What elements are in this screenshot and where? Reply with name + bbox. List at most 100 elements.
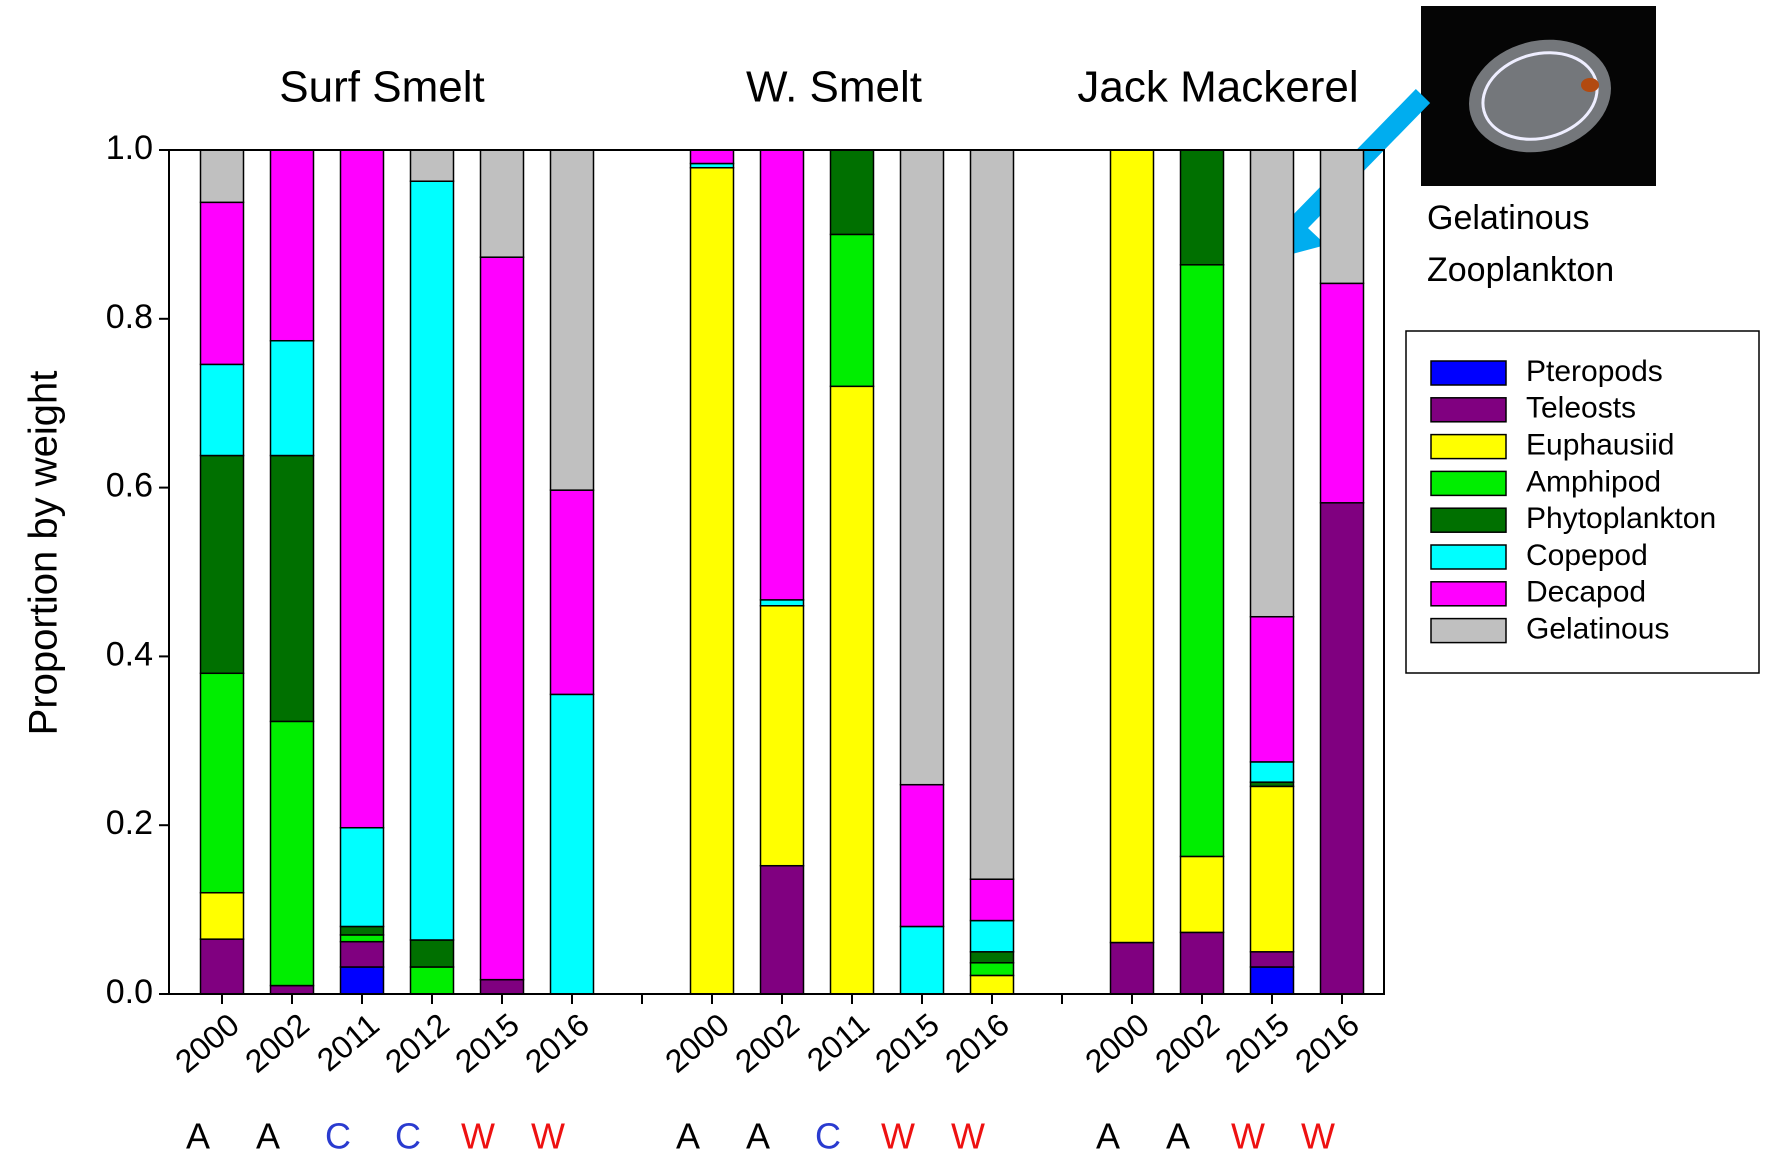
period-label: W	[531, 1116, 565, 1152]
legend-swatch	[1431, 582, 1506, 606]
bar-segment	[1251, 786, 1294, 951]
group-title: Jack Mackerel	[1077, 63, 1358, 112]
bar-segment	[761, 150, 804, 600]
period-label: W	[1301, 1116, 1335, 1152]
y-tick-label: 0.4	[106, 635, 153, 673]
bar-segment	[341, 942, 384, 967]
bar-segment	[971, 975, 1014, 994]
bar-segment	[971, 921, 1014, 952]
legend-swatch	[1431, 545, 1506, 569]
y-tick-label: 1.0	[106, 129, 153, 167]
bar-segment	[341, 967, 384, 994]
bar-segment	[341, 150, 384, 828]
bar-segment	[901, 926, 944, 994]
image-caption: Gelatinous	[1427, 199, 1590, 237]
y-tick-label: 0.2	[106, 804, 153, 842]
bar-segment	[1111, 943, 1154, 994]
bar-segment	[1251, 150, 1294, 617]
legend-swatch	[1431, 435, 1506, 459]
bar-segment	[761, 600, 804, 606]
bar-segment	[551, 490, 594, 694]
legend-label: Teleosts	[1526, 392, 1636, 425]
bar-segment	[481, 150, 524, 257]
period-label: C	[395, 1116, 421, 1152]
bar-segment	[271, 456, 314, 722]
legend-swatch	[1431, 508, 1506, 532]
period-label: A	[1166, 1116, 1190, 1152]
legend-swatch	[1431, 619, 1506, 643]
bar-segment	[1251, 967, 1294, 994]
legend-label: Amphipod	[1526, 465, 1661, 498]
bar-segment	[481, 257, 524, 979]
bar-segment	[1181, 932, 1224, 994]
bar-segment	[201, 939, 244, 994]
bar-segment	[831, 150, 874, 234]
bar-segment	[761, 606, 804, 866]
legend-label: Euphausiid	[1526, 429, 1674, 462]
bar-segment	[761, 866, 804, 994]
image-caption: Zooplankton	[1427, 251, 1614, 289]
legend-swatch	[1431, 471, 1506, 495]
period-label: A	[746, 1116, 770, 1152]
bar-segment	[201, 456, 244, 674]
y-tick-label: 0.8	[106, 298, 153, 336]
bar-segment	[1181, 856, 1224, 932]
bar-segment	[411, 181, 454, 940]
bar-segment	[1251, 952, 1294, 967]
bar-segment	[201, 150, 244, 202]
bar-segment	[971, 150, 1014, 879]
bar-segment	[551, 150, 594, 490]
legend-label: Gelatinous	[1526, 613, 1669, 646]
bar-segment	[1321, 150, 1364, 283]
period-label: W	[881, 1116, 915, 1152]
bar-segment	[1321, 503, 1364, 994]
bar-segment	[971, 879, 1014, 920]
bar-segment	[341, 926, 384, 934]
bar-segment	[411, 940, 454, 967]
bar-segment	[271, 721, 314, 985]
bar-segment	[901, 150, 944, 785]
bar-segment	[901, 785, 944, 927]
jelly-photo	[1421, 6, 1656, 186]
legend-swatch	[1431, 361, 1506, 385]
y-tick-label: 0.6	[106, 467, 153, 505]
period-label: A	[1096, 1116, 1120, 1152]
bar-segment	[341, 935, 384, 942]
legend-label: Copepod	[1526, 539, 1648, 572]
bar-segment	[271, 150, 314, 341]
bar-segment	[1181, 265, 1224, 857]
bar-segment	[831, 234, 874, 386]
bar-segment	[1251, 762, 1294, 782]
bar-segment	[201, 364, 244, 455]
period-label: W	[461, 1116, 495, 1152]
bar-segment	[271, 341, 314, 456]
legend-label: Pteropods	[1526, 355, 1663, 388]
bar-segment	[411, 967, 454, 994]
period-label: A	[186, 1116, 210, 1152]
bar-segment	[551, 694, 594, 994]
bar-segment	[691, 150, 734, 164]
legend-label: Decapod	[1526, 576, 1646, 609]
bar-segment	[201, 673, 244, 892]
period-label: A	[676, 1116, 700, 1152]
chart: Surf Smelt W. Smelt Jack Mackerel Propor…	[0, 0, 1770, 1152]
legend-label: Phytoplankton	[1526, 502, 1716, 535]
bar-segment	[341, 828, 384, 927]
bar-segment	[481, 980, 524, 994]
y-tick-label: 0.0	[106, 973, 153, 1011]
bar-segment	[971, 963, 1014, 976]
period-label: W	[951, 1116, 985, 1152]
bar-segment	[1321, 283, 1364, 502]
period-label: C	[325, 1116, 351, 1152]
period-label: C	[815, 1116, 841, 1152]
period-label: W	[1231, 1116, 1265, 1152]
group-title: Surf Smelt	[279, 63, 484, 112]
bar-segment	[271, 986, 314, 994]
legend-swatch	[1431, 398, 1506, 422]
y-axis-label: Proportion by weight	[22, 371, 66, 736]
bar-segment	[1181, 150, 1224, 265]
period-label: A	[256, 1116, 280, 1152]
bar-segment	[201, 893, 244, 939]
bar-segment	[1251, 617, 1294, 762]
bar-segment	[691, 168, 734, 994]
